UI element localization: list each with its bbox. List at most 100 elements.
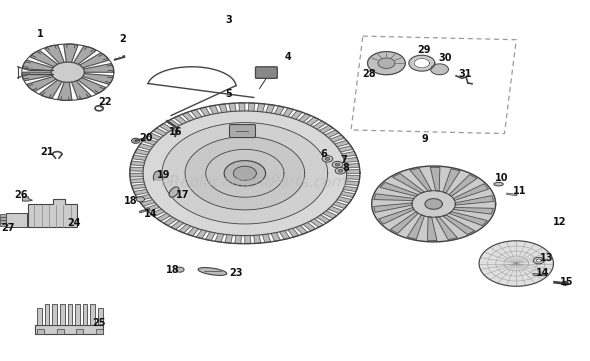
Polygon shape xyxy=(196,230,206,239)
Circle shape xyxy=(409,55,435,71)
Circle shape xyxy=(533,257,544,264)
Polygon shape xyxy=(22,197,32,201)
Polygon shape xyxy=(83,74,113,84)
Polygon shape xyxy=(299,114,311,122)
Polygon shape xyxy=(296,226,307,234)
Polygon shape xyxy=(225,235,232,243)
Polygon shape xyxy=(339,146,353,152)
Text: 12: 12 xyxy=(553,217,566,227)
Polygon shape xyxy=(245,235,251,244)
Polygon shape xyxy=(145,204,159,212)
Text: eReplacementParts.com: eReplacementParts.com xyxy=(160,175,347,190)
FancyBboxPatch shape xyxy=(35,325,103,334)
Circle shape xyxy=(431,64,448,75)
FancyBboxPatch shape xyxy=(76,329,83,334)
Polygon shape xyxy=(61,97,69,100)
Polygon shape xyxy=(138,144,153,150)
Polygon shape xyxy=(337,197,352,203)
Text: 10: 10 xyxy=(495,173,508,183)
Polygon shape xyxy=(335,140,349,147)
Circle shape xyxy=(338,169,343,172)
FancyBboxPatch shape xyxy=(37,308,42,325)
Polygon shape xyxy=(205,232,215,240)
Polygon shape xyxy=(323,211,337,218)
Polygon shape xyxy=(42,92,51,98)
Circle shape xyxy=(335,163,340,166)
Polygon shape xyxy=(271,232,280,241)
FancyBboxPatch shape xyxy=(90,304,95,325)
Circle shape xyxy=(206,149,284,197)
FancyBboxPatch shape xyxy=(0,221,6,223)
Polygon shape xyxy=(157,213,171,221)
Text: 23: 23 xyxy=(230,268,242,278)
Polygon shape xyxy=(455,196,494,205)
Polygon shape xyxy=(453,184,489,200)
Polygon shape xyxy=(23,62,30,67)
Polygon shape xyxy=(391,212,418,234)
FancyBboxPatch shape xyxy=(37,329,44,334)
Polygon shape xyxy=(303,222,316,231)
Polygon shape xyxy=(215,234,224,242)
Polygon shape xyxy=(23,60,53,71)
Polygon shape xyxy=(148,133,162,140)
Polygon shape xyxy=(150,209,165,217)
Circle shape xyxy=(479,241,553,286)
Polygon shape xyxy=(6,213,27,227)
Circle shape xyxy=(536,259,541,262)
Polygon shape xyxy=(27,77,56,91)
Polygon shape xyxy=(280,231,290,239)
Polygon shape xyxy=(140,200,155,206)
Circle shape xyxy=(224,161,266,186)
Circle shape xyxy=(134,140,137,142)
Circle shape xyxy=(136,197,145,202)
Polygon shape xyxy=(344,157,358,162)
Polygon shape xyxy=(22,74,28,79)
FancyBboxPatch shape xyxy=(53,304,57,325)
Polygon shape xyxy=(23,72,52,81)
Polygon shape xyxy=(80,53,109,68)
Polygon shape xyxy=(163,217,177,226)
Polygon shape xyxy=(135,149,149,155)
Polygon shape xyxy=(407,215,424,239)
Circle shape xyxy=(562,282,568,285)
Polygon shape xyxy=(257,103,265,112)
Polygon shape xyxy=(346,164,359,168)
Polygon shape xyxy=(374,194,414,200)
Text: 2: 2 xyxy=(119,34,126,44)
Polygon shape xyxy=(99,54,108,60)
Circle shape xyxy=(141,110,348,237)
Polygon shape xyxy=(179,224,191,233)
FancyBboxPatch shape xyxy=(0,214,6,217)
Polygon shape xyxy=(130,173,143,177)
FancyBboxPatch shape xyxy=(0,217,6,219)
Circle shape xyxy=(368,52,405,75)
Polygon shape xyxy=(288,228,299,237)
Polygon shape xyxy=(379,208,414,224)
Polygon shape xyxy=(174,116,186,124)
Polygon shape xyxy=(317,215,330,223)
Polygon shape xyxy=(346,175,360,179)
Polygon shape xyxy=(84,64,113,72)
Polygon shape xyxy=(80,94,88,99)
Text: 6: 6 xyxy=(320,149,327,159)
Polygon shape xyxy=(248,103,255,111)
Polygon shape xyxy=(328,206,342,214)
Circle shape xyxy=(425,199,442,209)
Circle shape xyxy=(414,58,430,68)
FancyBboxPatch shape xyxy=(57,329,64,334)
Text: 11: 11 xyxy=(513,186,526,196)
Text: 7: 7 xyxy=(340,155,347,165)
Text: 4: 4 xyxy=(284,52,291,62)
Text: 14: 14 xyxy=(536,268,549,278)
Polygon shape xyxy=(306,117,319,126)
Text: 29: 29 xyxy=(417,45,430,55)
Polygon shape xyxy=(78,78,106,94)
Circle shape xyxy=(322,156,333,162)
Polygon shape xyxy=(330,135,345,142)
Text: 28: 28 xyxy=(362,69,376,79)
Polygon shape xyxy=(263,234,271,243)
Text: 30: 30 xyxy=(439,53,452,64)
Circle shape xyxy=(378,58,395,68)
Polygon shape xyxy=(345,181,359,186)
Text: 5: 5 xyxy=(225,89,232,99)
